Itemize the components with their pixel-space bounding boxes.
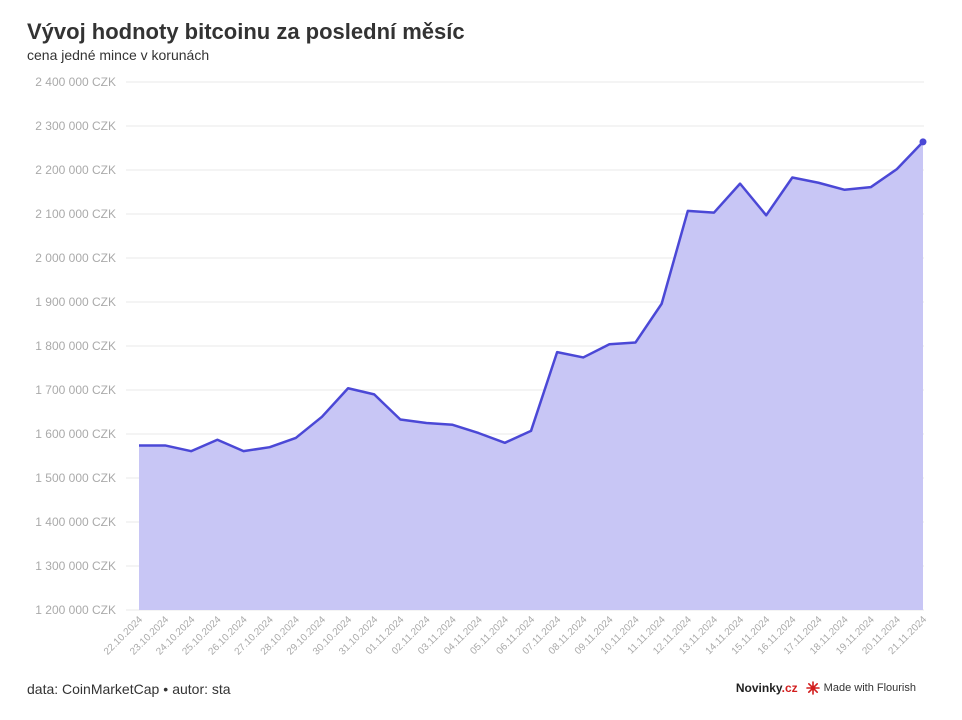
y-tick-label: 1 400 000 CZK [35, 515, 116, 529]
last-data-point [919, 138, 927, 146]
footer-branding[interactable]: Novinky.cz Made with Flourish [736, 681, 916, 695]
chart-title: Vývoj hodnoty bitcoinu za poslední měsíc [27, 19, 465, 44]
y-tick-label: 2 200 000 CZK [35, 163, 116, 177]
y-tick-label: 2 000 000 CZK [35, 251, 116, 265]
y-tick-label: 2 300 000 CZK [35, 119, 116, 133]
y-tick-label: 1 500 000 CZK [35, 471, 116, 485]
author-text: autor: sta [172, 681, 231, 697]
made-with-flourish-link[interactable]: Made with Flourish [823, 682, 916, 694]
y-axis-labels: 2 400 000 CZK 2 300 000 CZK 2 200 000 CZK 2… [35, 75, 116, 617]
y-tick-label: 1 300 000 CZK [35, 559, 116, 573]
footer-separator: • [163, 681, 169, 697]
series-line [139, 140, 924, 453]
x-axis-labels: 22.10.202423.10.202424.10.202425.10.2024… [102, 614, 929, 657]
source-text: data: CoinMarketCap [27, 681, 160, 697]
chart-subtitle: cena jedné mince v korunách [27, 47, 210, 63]
y-tick-label: 1 200 000 CZK [35, 603, 116, 617]
footer-source: data: CoinMarketCap • autor: sta [27, 681, 231, 697]
y-tick-label: 1 600 000 CZK [35, 427, 116, 441]
brand-main: Novinky [735, 681, 782, 695]
y-tick-label: 2 100 000 CZK [35, 207, 116, 221]
y-tick-label: 1 800 000 CZK [35, 339, 116, 353]
novinky-logo[interactable]: Novinky.cz [736, 681, 798, 695]
y-tick-label: 1 700 000 CZK [35, 383, 116, 397]
y-tick-label: 2 400 000 CZK [35, 75, 116, 89]
flourish-logo-icon [805, 681, 820, 695]
brand-suffix: .cz [781, 681, 798, 695]
y-tick-label: 1 900 000 CZK [35, 295, 116, 309]
area-series [139, 138, 927, 610]
chart-header: Vývoj hodnoty bitcoinu za poslední měsíc… [27, 18, 465, 64]
area-fill [139, 141, 923, 610]
